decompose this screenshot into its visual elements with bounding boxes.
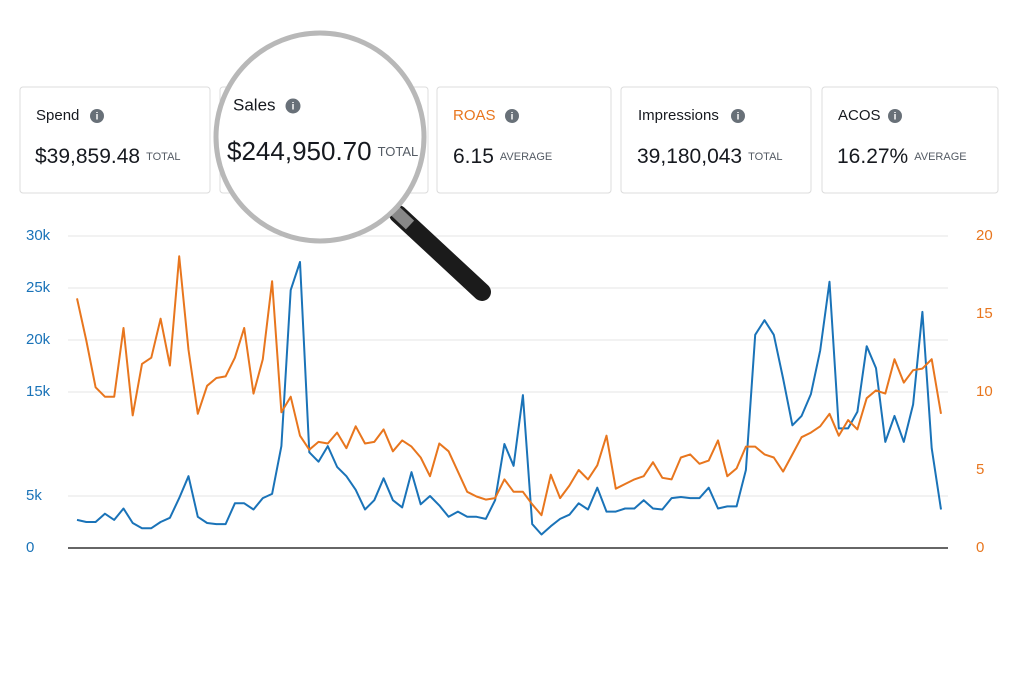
y2-tick-label: 10 [976, 383, 993, 400]
card-value: $244,950.70 TOTAL [227, 136, 418, 166]
metric-card: ACOS i 16.27% AVERAGE [821, 86, 999, 194]
card-box [19, 86, 211, 194]
metric-card: Spend i $39,859.48 TOTAL [19, 86, 211, 194]
y-tick-label: 5k [26, 487, 42, 504]
card-label: Spend [36, 107, 79, 124]
card-label: ROAS [453, 107, 496, 124]
metric-card: Impressions i 39,180,043 TOTAL [620, 86, 812, 194]
y-tick-label: 20k [26, 331, 51, 348]
chart: 0 5k 15k 20k 25k 30k 0 5 10 15 20 [26, 227, 993, 556]
info-icon[interactable] [731, 109, 745, 123]
info-icon[interactable] [888, 109, 902, 123]
value: 16.27% [837, 145, 908, 168]
info-glyph: i [511, 112, 514, 123]
info-icon[interactable] [285, 98, 301, 114]
value: $244,950.70 [227, 136, 372, 166]
series-line [76, 255, 942, 517]
card-value: $39,859.48 TOTAL [35, 145, 181, 168]
y2-tick-label: 20 [976, 227, 993, 244]
card-label: ACOS [838, 107, 881, 124]
card-label: Impressions [638, 107, 719, 124]
value: $39,859.48 [35, 145, 140, 168]
y-tick-label: 25k [26, 279, 51, 296]
info-glyph: i [737, 112, 740, 123]
value: 39,180,043 [637, 145, 742, 168]
card-box [821, 86, 999, 194]
card-label: Sales [233, 95, 276, 114]
info-glyph: i [894, 112, 897, 123]
info-glyph: i [96, 112, 99, 123]
suffix: TOTAL [146, 151, 180, 163]
card-value: 16.27% AVERAGE [837, 145, 967, 168]
info-icon[interactable] [90, 109, 104, 123]
info-glyph: i [292, 102, 295, 113]
card-value: 39,180,043 TOTAL [637, 145, 783, 168]
magnifier: Sales i $244,950.70 TOTAL [213, 30, 491, 301]
magnifier-handle [389, 205, 491, 301]
value: 6.15 [453, 145, 494, 168]
card-value: 6.15 AVERAGE [453, 145, 552, 168]
y2-tick-label: 5 [976, 461, 984, 478]
card-box [620, 86, 812, 194]
info-icon[interactable] [505, 109, 519, 123]
suffix: AVERAGE [500, 151, 552, 163]
metric-card: ROAS i 6.15 AVERAGE [436, 86, 612, 194]
suffix: TOTAL [378, 144, 419, 159]
card-box [436, 86, 612, 194]
magnifier-lens [213, 30, 427, 244]
y2-tick-label: 0 [976, 539, 984, 556]
suffix: AVERAGE [914, 151, 966, 163]
series-line [76, 261, 942, 536]
y-tick-label: 15k [26, 383, 51, 400]
suffix: TOTAL [748, 151, 782, 163]
y-tick-label: 0 [26, 539, 34, 556]
y-tick-label: 30k [26, 227, 51, 244]
y2-tick-label: 15 [976, 305, 993, 322]
